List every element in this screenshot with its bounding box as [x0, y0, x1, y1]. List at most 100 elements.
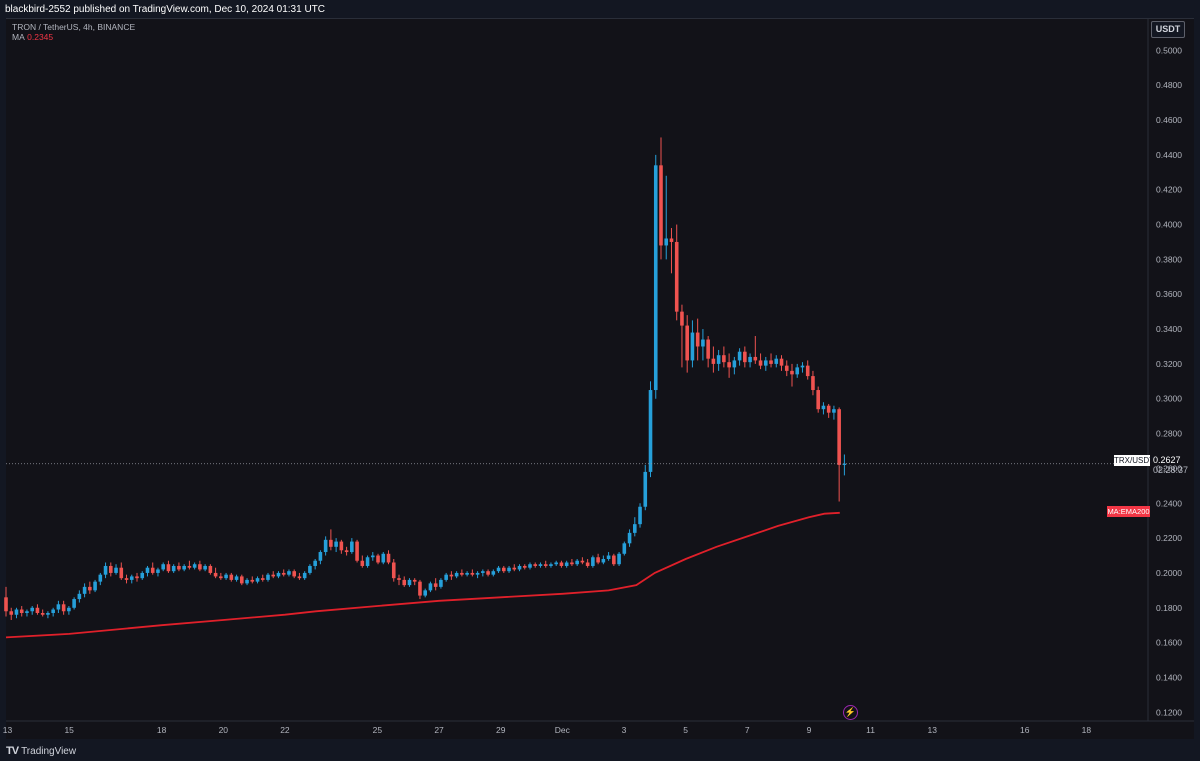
time-axis[interactable]: 13 15 18 20 22 25 27 29 Dec 3 5 7 9 11 13 16 18 [3, 720, 1194, 735]
candle [837, 407, 841, 502]
lightning-icon[interactable]: ⚡ [843, 705, 858, 720]
candle-body [564, 562, 569, 566]
time-tick-label: 29 [496, 725, 506, 735]
candle [638, 503, 642, 528]
candle-body [391, 562, 396, 579]
candle-body [166, 564, 171, 572]
candle-body [329, 539, 333, 547]
candle [559, 560, 564, 568]
candle-body [386, 553, 391, 563]
candle [811, 370, 815, 396]
currency-button[interactable]: USDT [1151, 21, 1185, 38]
candle [795, 363, 800, 378]
candle-body [103, 565, 108, 575]
candle-body [239, 576, 244, 584]
candle [800, 362, 805, 373]
candle [496, 565, 501, 573]
candle-body [758, 360, 763, 366]
candle [187, 560, 192, 570]
candle [585, 559, 590, 568]
candle [522, 564, 527, 570]
candle-body [732, 360, 737, 368]
candle-body [339, 541, 344, 551]
candle [334, 538, 338, 553]
candle [287, 569, 291, 577]
time-tick-label: 5 [683, 725, 688, 735]
candle-body [219, 576, 223, 579]
candle-body [365, 557, 370, 566]
candle [386, 550, 391, 565]
candle [486, 569, 490, 577]
candle [360, 555, 365, 568]
time-tick-label: 13 [3, 725, 13, 735]
candle [653, 154, 658, 399]
candle-body [302, 572, 307, 579]
time-tick-label: Dec [555, 725, 571, 735]
candle [103, 562, 108, 579]
candle [842, 454, 847, 476]
candle [40, 609, 45, 617]
candle-body [774, 358, 779, 364]
candle-body [428, 583, 433, 591]
candle [224, 572, 228, 580]
candle [501, 565, 506, 573]
candle [271, 571, 276, 579]
price-tick-label: 0.5000 [1156, 45, 1182, 55]
candle [722, 346, 726, 368]
symbol-price-tag: TRX/USDT [1114, 455, 1154, 466]
chart-area[interactable] [6, 18, 1194, 740]
price-axis[interactable]: 0.5000 0.4800 0.4600 0.4400 0.4200 0.4000 0.38… [1147, 19, 1182, 721]
candle-body [77, 593, 82, 600]
candle [439, 578, 443, 589]
brand-name: TradingView [21, 746, 77, 757]
candle-body [685, 325, 689, 361]
symbol-line: TRON / TetherUS, 4h, BINANCE [12, 22, 136, 32]
candle-body [575, 560, 579, 565]
candle-body [622, 543, 627, 554]
candle-body [543, 564, 548, 566]
ma-line [5, 511, 840, 639]
tradingview-logo[interactable]: TV TradingView [6, 745, 76, 757]
candle [601, 555, 606, 565]
candle-body [51, 609, 55, 613]
candle [313, 559, 317, 570]
ma-price-tag: MA:EMA200 [1107, 506, 1150, 517]
time-tick-label: 20 [219, 725, 229, 735]
candle [161, 562, 165, 572]
candle-body [727, 362, 731, 368]
candle-body [203, 565, 207, 570]
candle [664, 175, 669, 260]
candle [481, 569, 485, 577]
candle-body [559, 562, 564, 566]
candle-body [601, 559, 606, 563]
candle [632, 517, 637, 537]
candle-body [648, 390, 653, 472]
candle-body [617, 553, 621, 565]
candle-body [93, 581, 97, 591]
candle [564, 560, 569, 568]
candle-body [412, 579, 417, 582]
candle-body [40, 613, 45, 615]
candle-body [769, 360, 773, 364]
candle-body [355, 541, 359, 561]
candle-body [30, 607, 34, 612]
candle-body [470, 572, 475, 575]
candle [302, 571, 307, 580]
candle-body [234, 576, 239, 580]
candle [444, 572, 448, 582]
candle [701, 329, 705, 361]
candle-body [108, 565, 113, 573]
candle [758, 353, 763, 370]
candle [454, 571, 459, 579]
candle [753, 336, 758, 364]
legend[interactable]: TRON / TetherUS, 4h, BINANCE MA 0.2345 [12, 22, 135, 42]
candle-body [156, 569, 160, 573]
candle [51, 607, 55, 617]
time-tick-label: 9 [807, 725, 812, 735]
candle-body [716, 355, 721, 364]
candle [82, 583, 87, 598]
candle-body [528, 564, 532, 568]
candle-body [674, 241, 679, 312]
time-tick-label: 16 [1020, 725, 1030, 735]
